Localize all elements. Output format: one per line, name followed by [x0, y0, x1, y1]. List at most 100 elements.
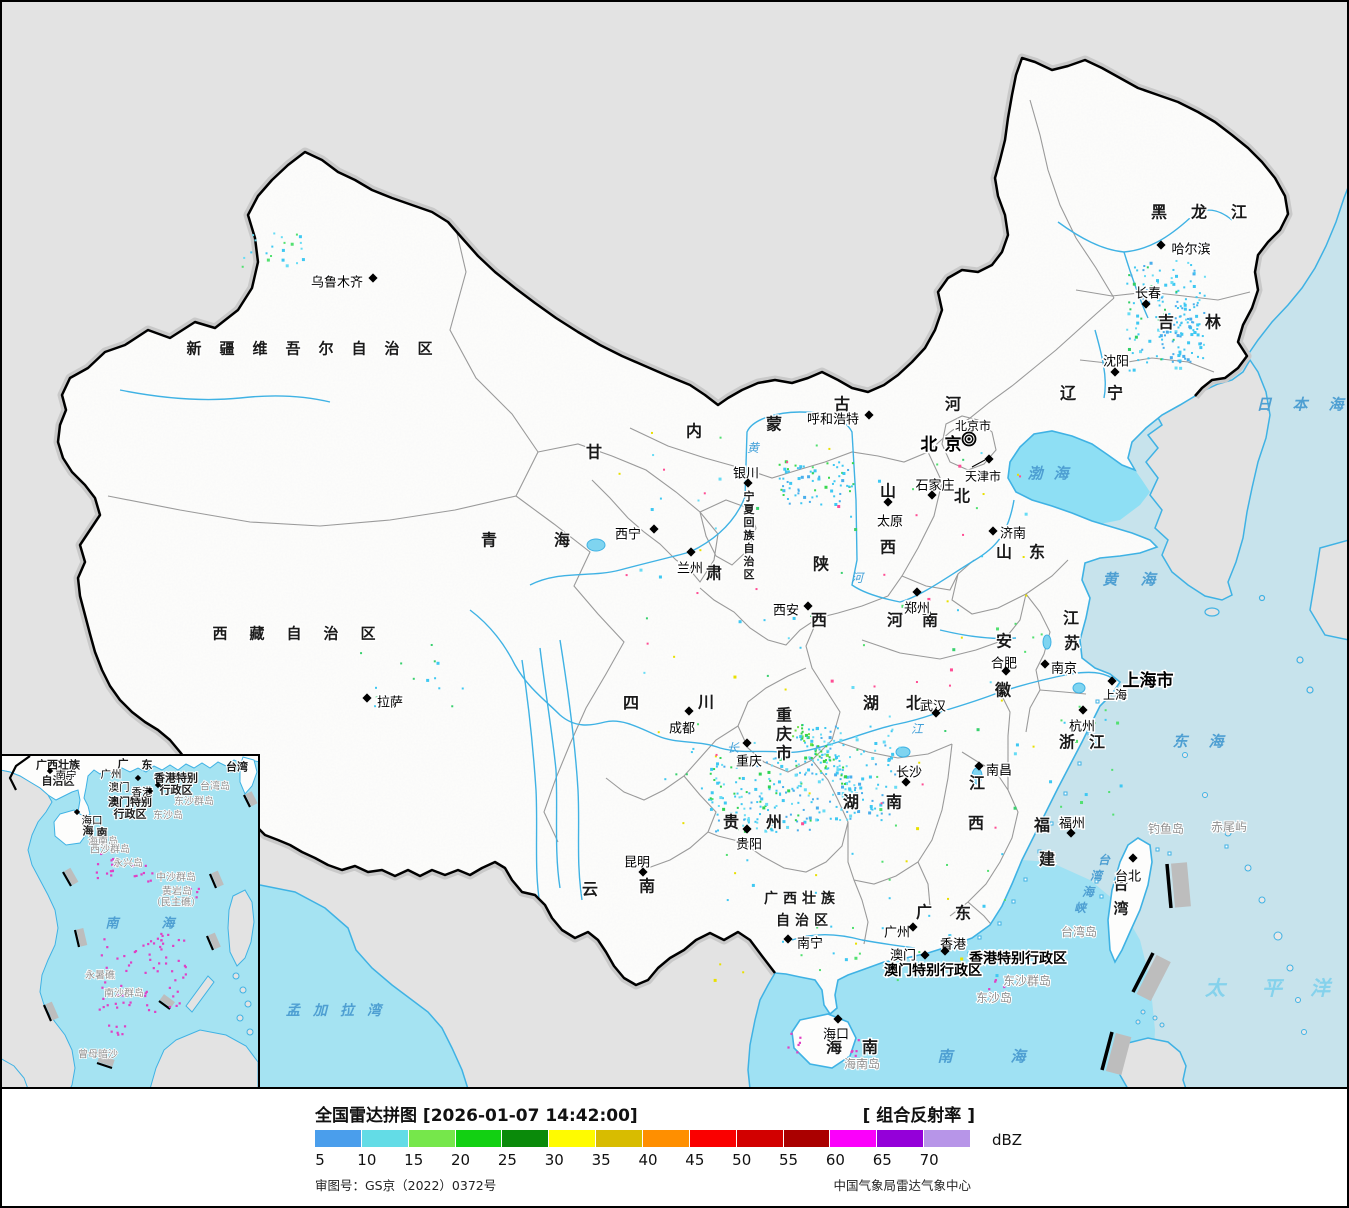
echo-pixel: [794, 773, 798, 777]
province-label: 徽: [994, 681, 1012, 700]
province-label: 西: [880, 538, 896, 557]
inset-label: 东沙岛: [153, 809, 183, 822]
echo-pixel: [778, 463, 781, 466]
echo-pixel: [690, 751, 693, 754]
echo-pixel: [786, 825, 790, 829]
city-label: 济南: [1000, 526, 1026, 542]
echo-pixel: [779, 793, 782, 796]
dash-shadow: [211, 870, 224, 888]
province-label: 宁: [1107, 384, 1123, 403]
echo-pixel: [1132, 302, 1135, 305]
city-marker: [1110, 367, 1120, 377]
echo-pixel: [1203, 275, 1206, 278]
echo-pixel: [751, 883, 755, 887]
echo-pixel: [728, 825, 731, 828]
province-label: 古: [834, 395, 850, 414]
echo-pixel: [829, 817, 832, 820]
echo-pixel: [916, 827, 920, 831]
echo-pixel: [730, 815, 733, 818]
echo-pixel: [765, 761, 768, 764]
echo-pixel: [869, 805, 873, 809]
echo-pixel: [775, 789, 778, 792]
reef-mark: [851, 1049, 854, 1053]
echo-pixel: [823, 740, 826, 743]
echo-pixel: [824, 753, 827, 756]
city-label: 银川: [733, 467, 759, 482]
echo-pixel: [862, 644, 865, 647]
echo-pixel: [887, 764, 890, 767]
echo-pixel: [1014, 622, 1017, 625]
echo-pixel: [801, 724, 804, 727]
echo-pixel: [1178, 359, 1182, 363]
echo-pixel: [767, 770, 771, 774]
reef-mark: [142, 871, 145, 875]
legend-panel: 全国雷达拼图 [2026-01-07 14:42:00] [ 组合反射率 ] d…: [0, 1089, 1349, 1208]
echo-pixel: [775, 804, 778, 807]
echo-pixel: [859, 786, 863, 790]
city-marker: [883, 497, 893, 507]
echo-pixel: [981, 555, 984, 558]
echo-pixel: [794, 819, 797, 822]
echo-pixel: [1171, 340, 1174, 343]
echo-pixel: [1174, 317, 1177, 320]
echo-pixel: [1137, 359, 1140, 362]
echo-pixel: [803, 739, 806, 742]
echo-pixel: [1187, 341, 1191, 345]
echo-pixel: [916, 773, 919, 776]
echo-pixel: [839, 778, 842, 781]
dash-shadow: [245, 791, 258, 807]
city-marker: [974, 761, 984, 771]
echo-pixel: [713, 778, 716, 781]
echo-pixel: [840, 773, 843, 776]
echo-pixel: [807, 728, 810, 731]
echo-pixel: [1126, 328, 1129, 331]
echo-pixel: [296, 262, 299, 265]
echo-pixel: [785, 768, 789, 772]
echo-pixel: [1177, 326, 1180, 329]
echo-pixel: [849, 814, 853, 818]
reef-mark: [854, 1054, 857, 1057]
echo-pixel: [887, 758, 891, 762]
echo-pixel: [756, 506, 760, 510]
echo-pixel: [947, 897, 950, 900]
echo-pixel: [841, 782, 844, 785]
echo-pixel: [825, 745, 828, 748]
echo-pixel: [717, 829, 720, 832]
reef-mark: [144, 864, 147, 867]
city-marker: [684, 706, 694, 716]
province-label: 西: [968, 814, 984, 833]
echo-pixel: [844, 788, 847, 791]
echo-pixel: [1193, 269, 1196, 272]
colorbar-tick: 15: [404, 1151, 424, 1169]
echo-pixel: [1140, 317, 1143, 320]
echo-pixel: [877, 479, 881, 483]
echo-pixel: [1180, 321, 1183, 324]
echo-pixel: [952, 648, 956, 652]
reef-mark: [1003, 985, 1006, 989]
china-coastline: [774, 395, 1196, 1016]
echo-pixel: [982, 904, 986, 908]
reef-mark: [195, 896, 198, 899]
city-marker: [638, 867, 648, 877]
echo-pixel: [831, 482, 834, 485]
reef-mark: [129, 961, 133, 964]
echo-pixel: [800, 475, 804, 479]
echo-pixel: [804, 741, 807, 744]
echo-pixel: [841, 794, 845, 798]
echo-pixel: [759, 800, 762, 803]
reef-mark: [165, 956, 168, 959]
province-label: 青: [481, 531, 497, 550]
echo-pixel: [880, 802, 883, 805]
dash-segment: [158, 1000, 171, 1010]
province-label: 市: [776, 744, 792, 763]
echo-pixel: [815, 874, 818, 877]
echo-pixel: [816, 797, 819, 800]
echo-pixel: [808, 733, 811, 736]
echo-pixel: [741, 776, 745, 780]
reef-mark: [114, 1002, 117, 1005]
echo-pixel: [888, 897, 891, 900]
province-label: 宁: [744, 489, 755, 503]
shanghai-small-label: 上海: [1103, 687, 1127, 702]
dash-shadow: [1170, 862, 1191, 908]
echo-pixel: [887, 734, 890, 737]
